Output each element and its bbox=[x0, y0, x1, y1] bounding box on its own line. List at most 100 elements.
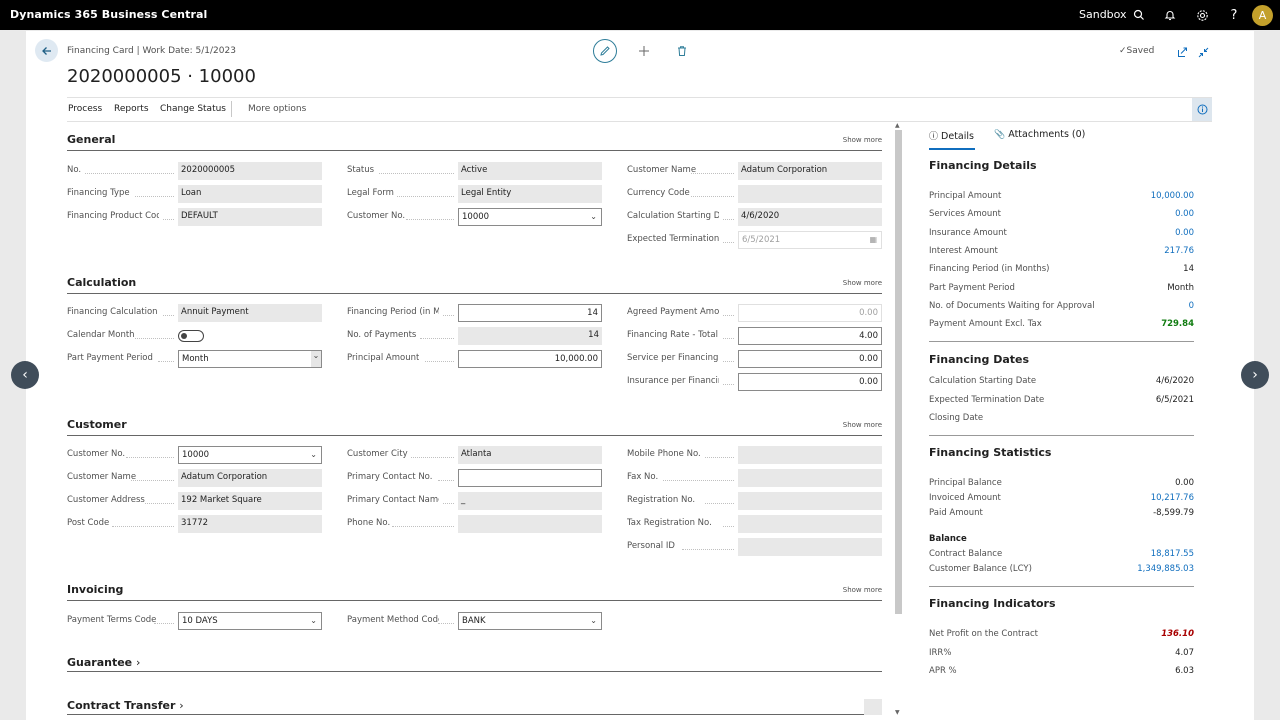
app-title[interactable]: Dynamics 365 Business Central bbox=[10, 8, 208, 21]
service-per-financing-p-field[interactable]: 0.00 bbox=[738, 350, 882, 368]
calculation-show-more-link[interactable]: Show more bbox=[842, 279, 882, 287]
scroll-up-icon[interactable]: ▲ bbox=[895, 122, 900, 129]
content-scrollbar[interactable]: ▲ ▼ bbox=[894, 122, 903, 720]
principal-amount-value[interactable]: 10,000.00 bbox=[1150, 191, 1194, 201]
payment-terms-code-field[interactable]: 10 DAYS ⌄ bbox=[178, 612, 322, 630]
financing-period-in-m-field[interactable]: 14 bbox=[458, 304, 602, 322]
no-of-payments-leader bbox=[420, 338, 454, 339]
section-guarantee[interactable]: Guarantee › bbox=[67, 656, 882, 672]
gear-icon[interactable] bbox=[1194, 7, 1210, 23]
new-button[interactable] bbox=[636, 43, 652, 59]
menu-change-status[interactable]: Change Status bbox=[160, 104, 226, 114]
help-icon[interactable]: ? bbox=[1230, 7, 1238, 23]
financing-details-title[interactable]: Financing Details bbox=[929, 159, 1037, 172]
insurance-amount-label: Insurance Amount bbox=[929, 227, 1007, 238]
calendar-month-leader bbox=[135, 338, 174, 339]
services-amount-value[interactable]: 0.00 bbox=[1175, 209, 1194, 220]
chevron-down-icon[interactable]: ⌄ bbox=[310, 450, 317, 459]
primary-contact-no-field[interactable] bbox=[458, 469, 602, 487]
invoicing-show-more-link[interactable]: Show more bbox=[842, 586, 882, 594]
financing-calculation-leader bbox=[163, 315, 174, 316]
invoiced-amount-value[interactable]: 10,217.76 bbox=[1150, 493, 1194, 503]
principal-amount-label: Principal Amount bbox=[929, 191, 1002, 201]
no-of-documents-waiting-for-approval-value[interactable]: 0 bbox=[1188, 300, 1194, 311]
general-show-more-link[interactable]: Show more bbox=[842, 136, 882, 144]
menu-more-options[interactable]: More options bbox=[248, 104, 307, 114]
tax-registration-no-leader bbox=[723, 526, 734, 527]
legal-form-field: Legal Entity bbox=[458, 185, 602, 203]
insurance-per-financin-field[interactable]: 0.00 bbox=[738, 373, 882, 391]
insurance-amount-value[interactable]: 0.00 bbox=[1175, 227, 1194, 238]
divider bbox=[929, 341, 1194, 342]
chevron-down-icon[interactable]: ⌄ bbox=[590, 616, 597, 625]
calendar-icon[interactable]: ▦ bbox=[869, 235, 877, 244]
part-payment-period-field[interactable]: Month ⌄ bbox=[178, 350, 322, 368]
contract-transfer-title[interactable]: Contract Transfer bbox=[67, 699, 176, 712]
guarantee-title[interactable]: Guarantee bbox=[67, 656, 133, 669]
collapse-button[interactable] bbox=[1195, 44, 1211, 60]
net-profit-on-the-contract-label: Net Profit on the Contract bbox=[929, 629, 1039, 639]
financing-statistics-title[interactable]: Financing Statistics bbox=[929, 446, 1052, 459]
closing-date-label: Closing Date bbox=[929, 413, 984, 423]
search-icon[interactable] bbox=[1131, 7, 1147, 23]
financing-indicators-title[interactable]: Financing Indicators bbox=[929, 597, 1056, 610]
contract-balance-value[interactable]: 18,817.55 bbox=[1150, 549, 1194, 559]
tab-details[interactable]: ⓘ Details bbox=[929, 129, 975, 150]
calculation-section-title[interactable]: Calculation bbox=[67, 276, 137, 289]
apr-label: APR % bbox=[929, 666, 957, 676]
scroll-down-icon[interactable]: ▼ bbox=[895, 709, 900, 716]
calendar-month-toggle[interactable] bbox=[178, 330, 204, 342]
phone-no-leader bbox=[392, 526, 454, 527]
financing-rate-total-field[interactable]: 4.00 bbox=[738, 327, 882, 345]
legal-form-label: Legal Form bbox=[347, 188, 394, 198]
chevron-right-icon: › bbox=[179, 699, 184, 712]
fax-no-leader bbox=[663, 480, 734, 481]
general-section-title[interactable]: General bbox=[67, 133, 116, 146]
financing-type-value: Loan bbox=[181, 188, 202, 198]
avatar[interactable]: A bbox=[1252, 5, 1273, 26]
open-new-window-icon bbox=[1177, 47, 1187, 57]
chevron-down-icon[interactable]: ⌄ bbox=[311, 351, 321, 367]
menu-divider bbox=[231, 101, 232, 117]
principal-amount-field[interactable]: 10,000.00 bbox=[458, 350, 602, 368]
back-button[interactable] bbox=[35, 39, 58, 62]
tab-attachments[interactable]: 📎 Attachments (0) bbox=[994, 129, 1085, 140]
payment-terms-code-label: Payment Terms Code bbox=[67, 615, 157, 625]
edit-button[interactable] bbox=[593, 39, 617, 63]
open-new-window-button[interactable] bbox=[1174, 44, 1190, 60]
financing-type-label: Financing Type bbox=[67, 188, 130, 198]
factbox-toggle-button[interactable] bbox=[1192, 98, 1212, 121]
financing-type-leader bbox=[135, 196, 174, 197]
expected-termination-field[interactable]: 6/5/2021 ▦ bbox=[738, 231, 882, 249]
net-profit-on-the-contract-value: 136.10 bbox=[1161, 629, 1194, 639]
customer-section-title[interactable]: Customer bbox=[67, 418, 127, 431]
financing-period-in-months-label: Financing Period (in Months) bbox=[929, 264, 1050, 275]
previous-record-button[interactable]: ‹ bbox=[11, 361, 39, 389]
invoicing-section-title[interactable]: Invoicing bbox=[67, 583, 124, 596]
customer-name-leader bbox=[130, 480, 174, 481]
customer-no-leader bbox=[406, 219, 454, 220]
payment-method-code-field[interactable]: BANK ⌄ bbox=[458, 612, 602, 630]
agreed-payment-amou-field[interactable]: 0.00 bbox=[738, 304, 882, 322]
customer-show-more-link[interactable]: Show more bbox=[842, 421, 882, 429]
financing-dates-title[interactable]: Financing Dates bbox=[929, 353, 1030, 366]
section-contract-transfer[interactable]: Contract Transfer › bbox=[67, 699, 882, 715]
financing-rate-total-leader bbox=[723, 338, 734, 339]
bell-icon[interactable] bbox=[1162, 7, 1178, 23]
chevron-down-icon[interactable]: ⌄ bbox=[590, 212, 597, 221]
principal-amount-leader bbox=[424, 361, 454, 362]
phone-no-field bbox=[458, 515, 602, 533]
phone-no-label: Phone No. bbox=[347, 518, 391, 528]
customer-no-field[interactable]: 10000 ⌄ bbox=[458, 208, 602, 226]
chevron-down-icon[interactable]: ⌄ bbox=[310, 616, 317, 625]
next-record-button[interactable]: › bbox=[1241, 361, 1269, 389]
customer-balance-lcy-value[interactable]: 1,349,885.03 bbox=[1137, 563, 1194, 574]
menu-reports[interactable]: Reports bbox=[114, 104, 149, 114]
interest-amount-value[interactable]: 217.76 bbox=[1164, 245, 1194, 256]
customer-no-field[interactable]: 10000 ⌄ bbox=[178, 446, 322, 464]
registration-no-field bbox=[738, 492, 882, 510]
scrollbar-thumb[interactable] bbox=[895, 130, 902, 614]
no-label: No. bbox=[67, 165, 82, 175]
menu-process[interactable]: Process bbox=[68, 104, 103, 114]
delete-button[interactable] bbox=[674, 43, 690, 59]
